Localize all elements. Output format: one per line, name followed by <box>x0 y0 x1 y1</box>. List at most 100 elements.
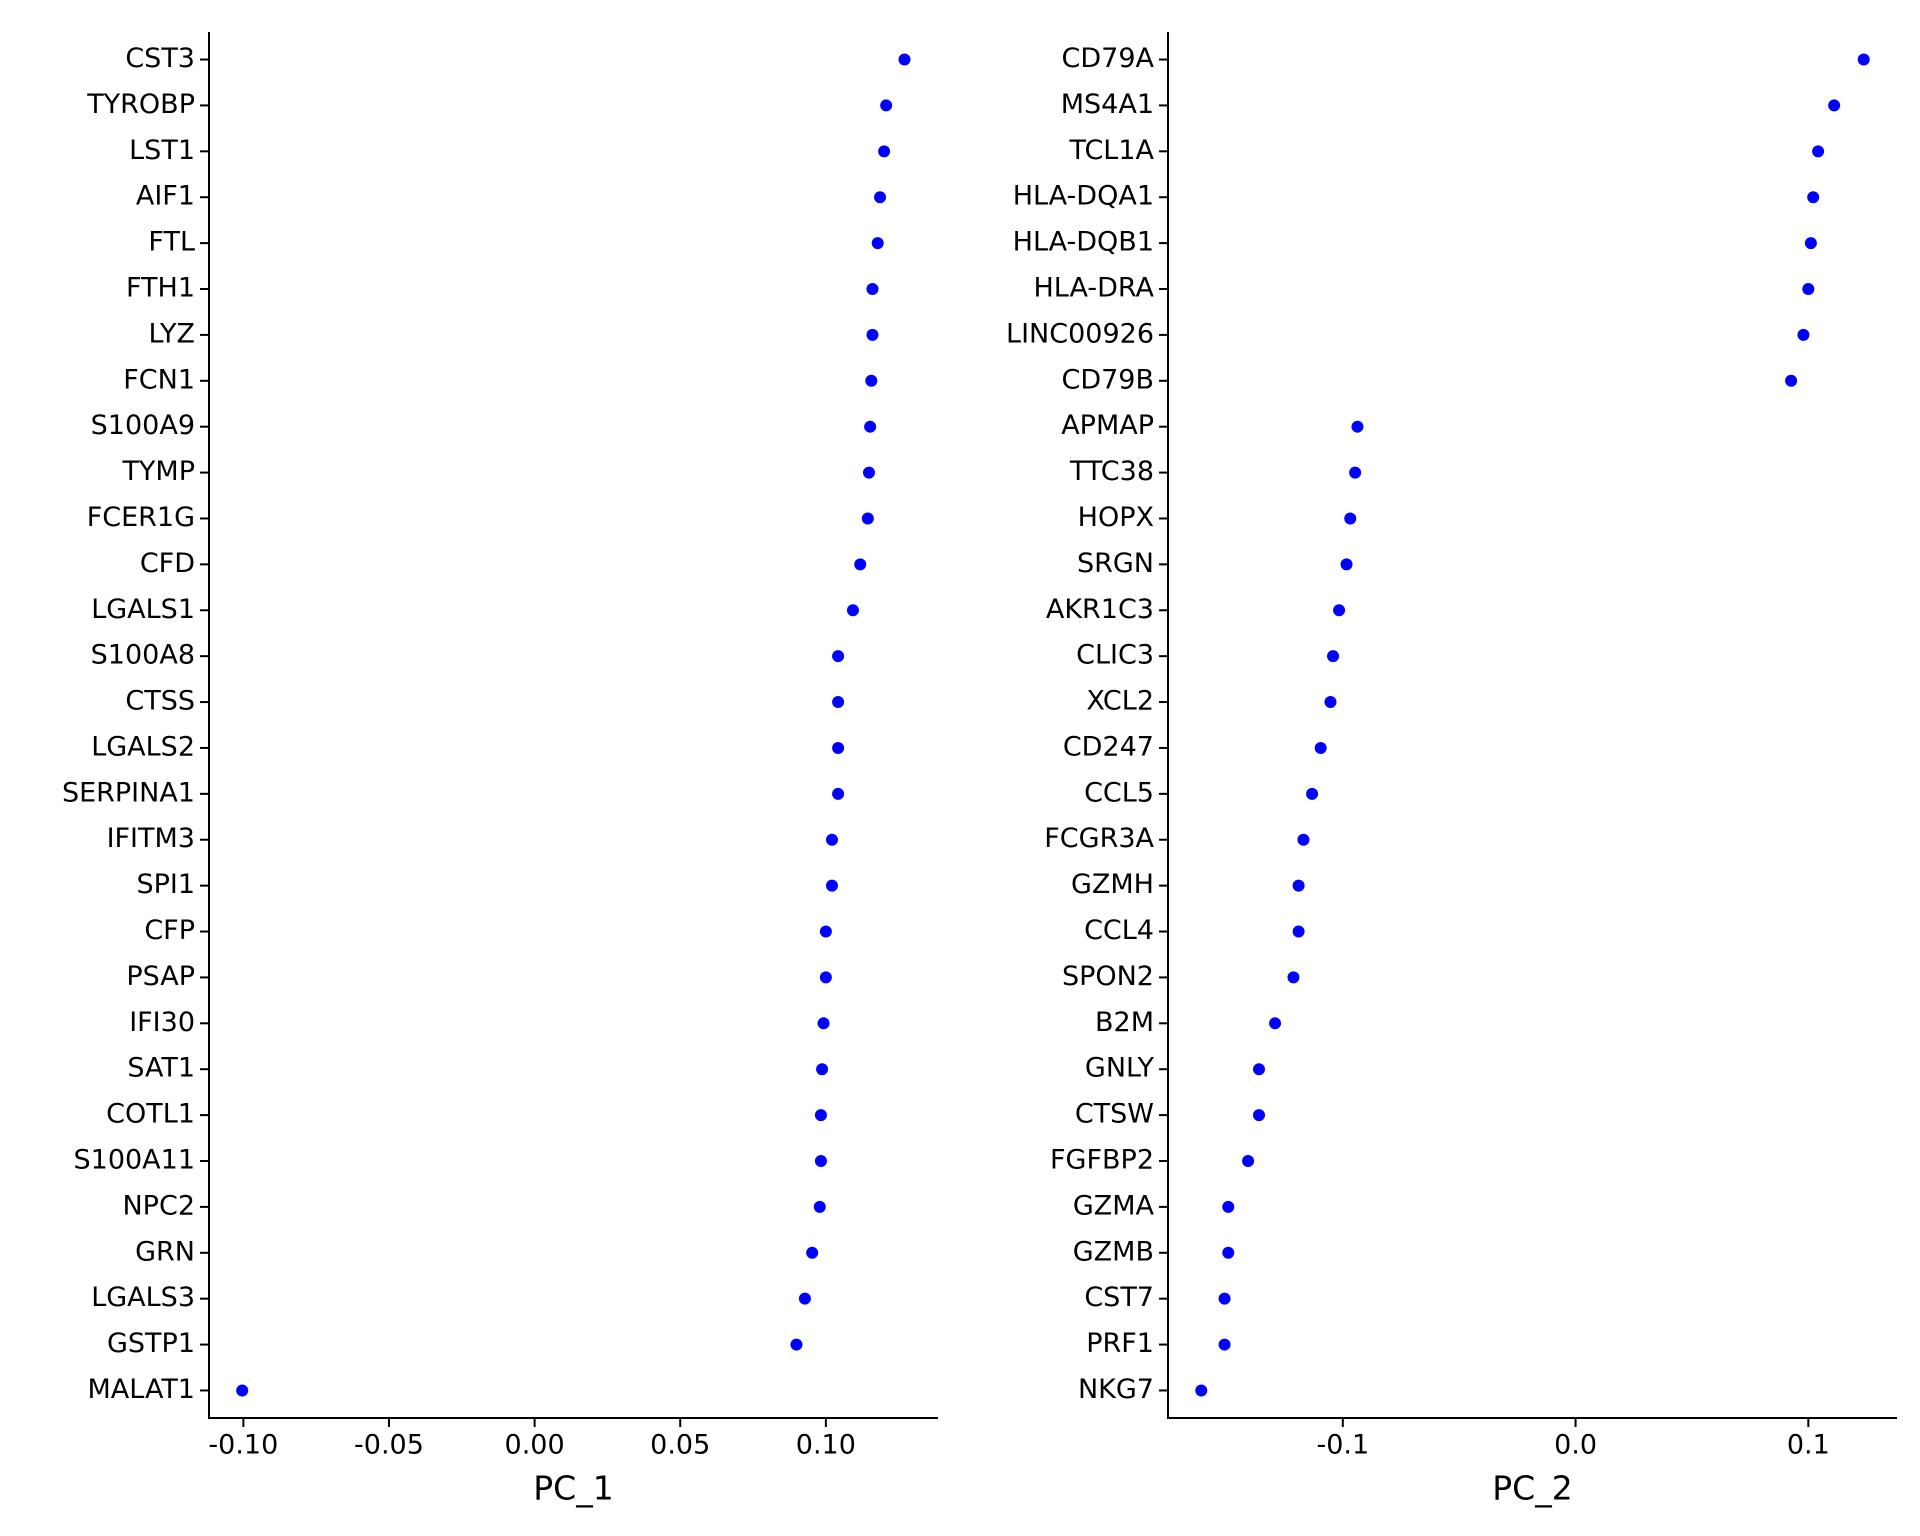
point <box>862 466 875 479</box>
x-tick-label: -0.10 <box>208 1430 278 1461</box>
point <box>798 1292 811 1305</box>
y-tick-label: B2M <box>1095 1007 1154 1038</box>
y-tick-label: TCL1A <box>1069 135 1155 166</box>
point <box>1351 420 1364 433</box>
point <box>1812 145 1825 158</box>
point <box>1802 283 1815 296</box>
y-tick-label: GZMH <box>1071 869 1154 900</box>
y-tick-label: GNLY <box>1085 1053 1155 1084</box>
point <box>866 328 879 341</box>
point <box>1253 1063 1266 1076</box>
y-tick-label: PRF1 <box>1086 1328 1154 1359</box>
y-tick-label: AIF1 <box>136 181 195 212</box>
y-tick-label: MALAT1 <box>88 1374 195 1405</box>
y-tick-label: IFI30 <box>129 1007 195 1038</box>
point <box>880 99 893 112</box>
y-tick-label: CCL4 <box>1084 915 1154 946</box>
y-tick-label: CD79B <box>1061 364 1154 395</box>
x-tick-label: -0.05 <box>354 1430 424 1461</box>
x-axis-title: PC_1 <box>533 1469 613 1508</box>
x-tick-label: 0.10 <box>796 1430 856 1461</box>
y-tick-label: FCER1G <box>87 502 195 533</box>
point <box>1349 466 1362 479</box>
y-tick-label: LINC00926 <box>1006 318 1154 349</box>
y-tick-label: CCL5 <box>1084 777 1154 808</box>
y-tick-label: COTL1 <box>106 1099 195 1130</box>
point <box>1253 1109 1266 1122</box>
y-tick-label: FGFBP2 <box>1050 1144 1154 1175</box>
point <box>236 1384 249 1397</box>
y-tick-label: LGALS1 <box>91 594 195 625</box>
point <box>846 604 859 617</box>
y-tick-label: FCN1 <box>123 364 195 395</box>
y-tick-label: LGALS3 <box>91 1282 195 1313</box>
point <box>814 1154 827 1167</box>
y-tick-label: SRGN <box>1077 548 1154 579</box>
x-tick-label: 0.00 <box>505 1430 565 1461</box>
y-tick-label: TYMP <box>121 456 195 487</box>
point <box>865 374 878 387</box>
y-tick-label: TYROBP <box>86 89 195 120</box>
y-tick-label: XCL2 <box>1086 686 1154 717</box>
point <box>1804 237 1817 250</box>
point <box>814 1109 827 1122</box>
point <box>1195 1384 1208 1397</box>
y-tick-label: SAT1 <box>127 1053 195 1084</box>
y-tick-label: SPI1 <box>136 869 195 900</box>
y-tick-label: NPC2 <box>122 1190 195 1221</box>
y-tick-label: HLA-DQB1 <box>1013 227 1154 258</box>
y-tick-label: GSTP1 <box>107 1328 195 1359</box>
x-axis-title: PC_2 <box>1492 1469 1572 1508</box>
point <box>1297 833 1310 846</box>
point <box>1785 374 1798 387</box>
point <box>864 420 877 433</box>
x-tick-label: 0.1 <box>1787 1430 1830 1461</box>
point <box>1287 971 1300 984</box>
y-tick-label: S100A9 <box>91 410 195 441</box>
x-tick-label: 0.0 <box>1554 1430 1597 1461</box>
y-tick-label: CTSW <box>1075 1099 1154 1130</box>
point <box>819 925 832 938</box>
y-tick-label: CD247 <box>1063 731 1154 762</box>
point <box>1797 328 1810 341</box>
point <box>874 191 887 204</box>
point <box>825 879 838 892</box>
point <box>1327 650 1340 663</box>
point <box>1333 604 1346 617</box>
y-tick-label: S100A11 <box>74 1144 196 1175</box>
y-tick-label: CFD <box>140 548 195 579</box>
y-tick-label: CTSS <box>125 686 195 717</box>
point <box>1218 1292 1231 1305</box>
y-tick-label: HLA-DRA <box>1033 273 1154 304</box>
y-tick-label: CLIC3 <box>1076 640 1154 671</box>
point <box>898 53 911 66</box>
x-tick-label: -0.1 <box>1316 1430 1369 1461</box>
y-tick-label: MS4A1 <box>1061 89 1154 120</box>
point <box>806 1246 819 1259</box>
y-tick-label: FTH1 <box>126 273 195 304</box>
point <box>871 237 884 250</box>
y-tick-label: APMAP <box>1061 410 1154 441</box>
y-tick-label: LYZ <box>149 318 195 349</box>
point <box>1269 1017 1282 1030</box>
x-tick-label: 0.05 <box>650 1430 710 1461</box>
point <box>878 145 891 158</box>
y-tick-label: LST1 <box>129 135 195 166</box>
y-tick-label: HOPX <box>1078 502 1154 533</box>
point <box>866 283 879 296</box>
y-tick-label: CFP <box>144 915 195 946</box>
point <box>1222 1246 1235 1259</box>
y-tick-label: FTL <box>148 227 195 258</box>
point <box>1218 1338 1231 1351</box>
y-tick-label: NKG7 <box>1078 1374 1154 1405</box>
point <box>1222 1200 1235 1213</box>
point <box>1828 99 1841 112</box>
y-tick-label: HLA-DQA1 <box>1013 181 1154 212</box>
point <box>1314 741 1327 754</box>
y-tick-label: SPON2 <box>1062 961 1154 992</box>
point <box>861 512 874 525</box>
y-tick-label: S100A8 <box>91 640 195 671</box>
point <box>1292 879 1305 892</box>
point <box>1340 558 1353 571</box>
